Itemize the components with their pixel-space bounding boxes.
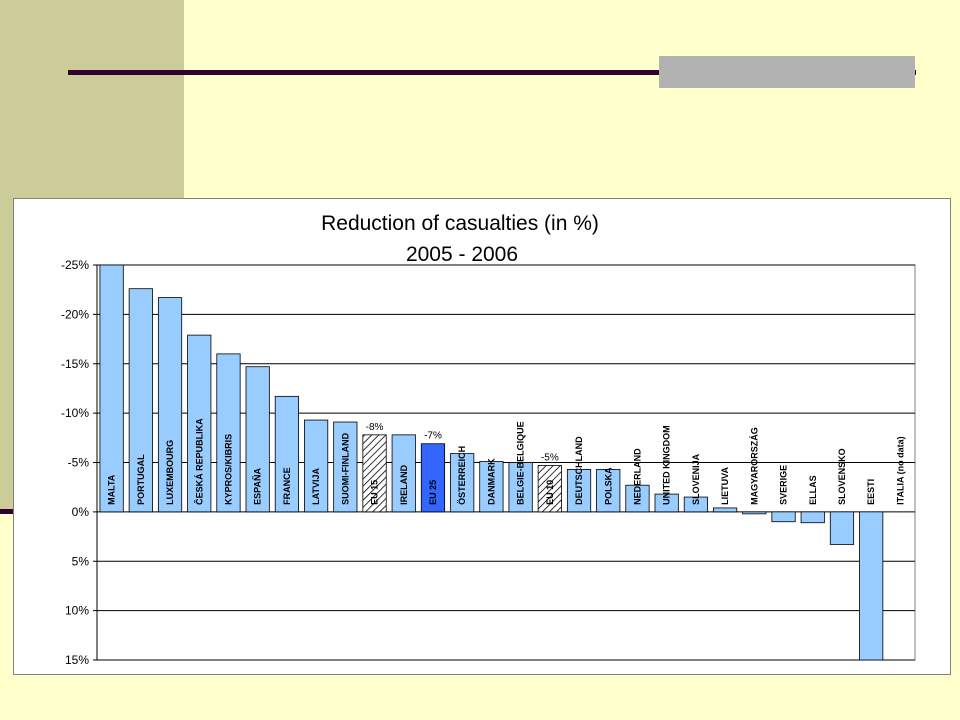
category-label: ELLAS <box>808 475 818 505</box>
bar-eesti <box>859 511 884 661</box>
category-label: FRANCE <box>282 467 292 505</box>
category-label: LIETUVA <box>720 467 730 505</box>
category-label: ÖSTERREICH <box>457 446 467 505</box>
category-label: DEUTSCHLAND <box>574 436 584 505</box>
header-accent-block <box>659 56 915 88</box>
bar-malta <box>99 264 124 513</box>
bar-sverige <box>771 511 796 523</box>
bar--esk-republika <box>187 334 212 513</box>
category-label: ITALIA (no data) <box>895 436 905 505</box>
category-label: EESTI <box>866 479 876 505</box>
annotation-label: -5% <box>541 452 559 463</box>
category-label: SVERIGE <box>779 465 789 505</box>
y-tick-label: -10% <box>61 406 89 420</box>
y-tick-label: 5% <box>72 554 90 568</box>
y-tick-label: -15% <box>61 357 89 371</box>
category-label: SLOVENIJA <box>691 453 701 505</box>
category-label: SUOMI-FINLAND <box>340 432 350 504</box>
bar-ellas <box>800 511 825 524</box>
bar-latvija <box>304 419 329 513</box>
y-tick-label: 15% <box>65 653 89 667</box>
bar-eu-15 <box>362 434 387 513</box>
bar-france <box>274 395 299 513</box>
bar-luxembourg <box>157 297 183 513</box>
category-label: ČESKÁ REPUBLIKA <box>193 418 204 505</box>
category-label: IRELAND <box>399 464 409 504</box>
category-label: PORTUGAL <box>136 454 146 505</box>
category-label: BELGIE-BELGIQUE <box>516 421 526 505</box>
bar-ireland <box>391 434 416 513</box>
annotation-label: -8% <box>366 422 384 433</box>
category-label: MALTA <box>107 474 117 505</box>
bar--sterreich <box>450 453 475 513</box>
header-rule <box>68 70 916 75</box>
bar-suomi-finland <box>333 421 358 513</box>
bar-nederland <box>625 484 650 513</box>
bar-united-kingdom <box>654 493 679 513</box>
y-tick-label: 0% <box>72 505 90 519</box>
bar-deutschland <box>566 469 592 513</box>
category-label: LATVIJA <box>311 468 321 505</box>
chart-subtitle: 2005 - 2006 <box>406 243 518 266</box>
category-label: POLSKA <box>603 467 613 505</box>
bar-eu-25 <box>420 443 446 513</box>
y-tick-label: 10% <box>65 604 89 618</box>
bar-portugal <box>128 288 153 513</box>
y-tick-label: -25% <box>61 258 89 272</box>
sidebar-rule-stub <box>0 509 14 514</box>
category-label: KYPROS/KIBRIS <box>223 434 233 505</box>
bar-lietuva <box>713 507 738 513</box>
category-label: DANMARK <box>486 458 496 505</box>
category-label: MAGYARORSZÁG <box>749 427 759 505</box>
category-label: EU 25 <box>428 480 438 505</box>
bar-belgie-belgique <box>508 462 533 513</box>
bar-eu-10 <box>537 465 562 513</box>
bar-polska <box>596 469 621 513</box>
category-label: UNITED KINGDOM <box>662 425 672 505</box>
bar-danmark <box>479 461 504 513</box>
bar-magyarorsz-g <box>742 511 767 515</box>
category-label: SLOVENSKO <box>837 448 847 505</box>
bar-slovensko <box>829 511 855 545</box>
category-label: LUXEMBOURG <box>165 440 175 505</box>
category-label: ESPAÑA <box>253 468 263 505</box>
bar-espa-a <box>245 366 270 513</box>
category-label: NEDERLAND <box>632 448 642 505</box>
y-tick-label: -20% <box>61 307 89 321</box>
category-label: EU 10 <box>545 480 555 505</box>
y-tick-label: -5% <box>68 456 90 470</box>
annotation-label: -7% <box>424 431 442 442</box>
bar-kypros-kibris <box>216 353 241 513</box>
category-label: EU 15 <box>370 480 380 505</box>
bar-slovenija <box>683 496 708 513</box>
chart-title: Reduction of casualties (in %) <box>321 212 599 235</box>
